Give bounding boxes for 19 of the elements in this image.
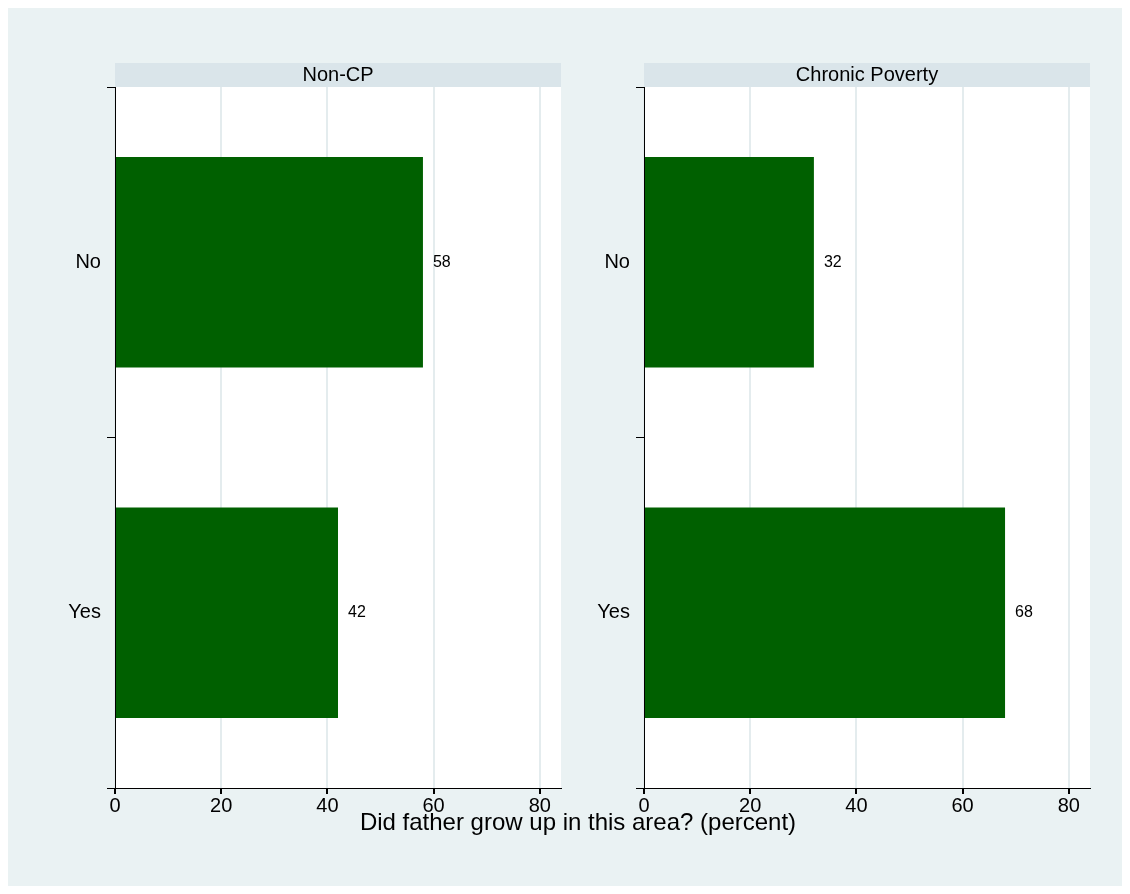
y-tick-label: No xyxy=(75,249,101,272)
x-tick-label: 80 xyxy=(1057,793,1080,816)
data-label: 32 xyxy=(823,252,842,270)
x-tick-label: 20 xyxy=(210,793,233,816)
x-tick-label: 20 xyxy=(739,793,762,816)
x-tick-label: 0 xyxy=(109,793,121,816)
x-tick-label: 80 xyxy=(528,793,551,816)
chart-title: Non-CP xyxy=(302,62,374,85)
data-label: 42 xyxy=(348,603,366,621)
chart-title: Chronic Poverty xyxy=(795,62,939,85)
x-tick-label: 0 xyxy=(638,793,650,816)
y-tick-label: Yes xyxy=(68,600,101,623)
x-tick-label: 40 xyxy=(316,793,339,816)
data-label: 58 xyxy=(432,252,451,270)
x-tick-label: 60 xyxy=(951,793,974,816)
x-tick-label: 40 xyxy=(845,793,868,816)
y-tick-label: Yes xyxy=(597,600,630,623)
data-label: 68 xyxy=(1015,603,1033,621)
y-tick-label: No xyxy=(604,249,630,272)
